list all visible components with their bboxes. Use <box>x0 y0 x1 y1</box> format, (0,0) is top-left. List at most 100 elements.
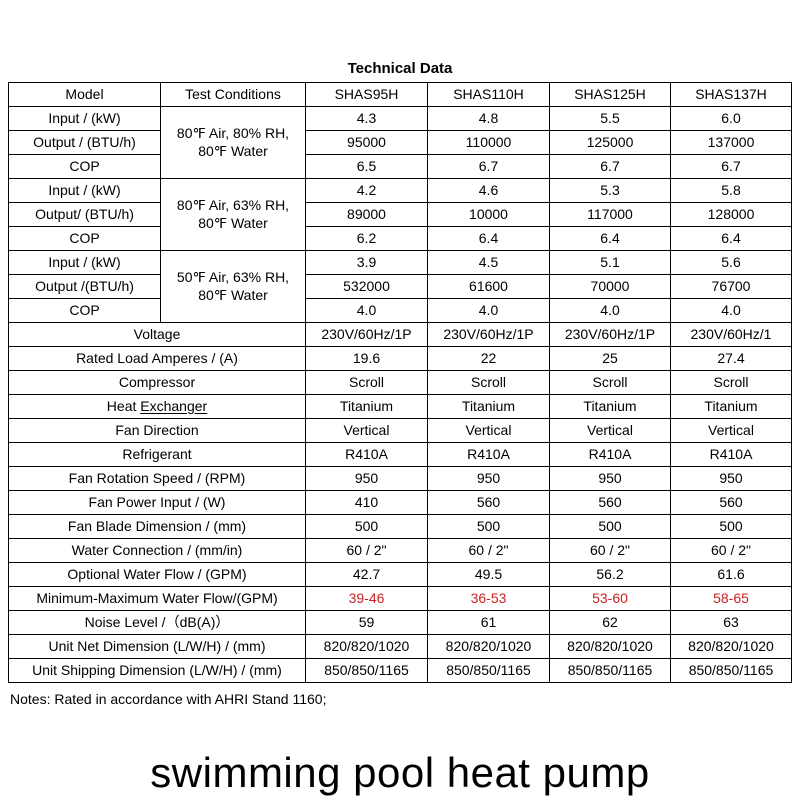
value-cell: Scroll <box>427 370 550 395</box>
row-label: Voltage <box>8 322 306 347</box>
value-cell: 950 <box>427 466 550 491</box>
table-row: COP 6.2 6.4 6.4 6.4 <box>8 226 792 251</box>
value-cell: 230V/60Hz/1P <box>427 322 550 347</box>
value-cell: 4.8 <box>427 106 550 131</box>
value-cell: 89000 <box>305 202 428 227</box>
value-cell: 60 / 2" <box>670 538 792 563</box>
value-cell: Titanium <box>670 394 792 419</box>
value-cell: 950 <box>305 466 428 491</box>
product-caption: swimming pool heat pump <box>150 749 650 796</box>
value-cell: 820/820/1020 <box>670 634 792 659</box>
row-label: Output / (BTU/h) <box>8 130 161 155</box>
value-cell: 4.0 <box>427 298 550 323</box>
row-label: Rated Load Amperes / (A) <box>8 346 306 371</box>
table-row: Unit Net Dimension (L/W/H) / (mm) 820/820… <box>8 634 792 659</box>
value-cell: 3.9 <box>305 250 428 275</box>
value-cell: 61600 <box>427 274 550 299</box>
notes: Notes: Rated in accordance with AHRI Sta… <box>10 691 327 707</box>
row-label: Fan Power Input / (W) <box>8 490 306 515</box>
value-cell: 850/850/1165 <box>305 658 428 683</box>
value-cell: 137000 <box>670 130 792 155</box>
row-label: Optional Water Flow / (GPM) <box>8 562 306 587</box>
test-condition-cell: 80℉ Air, 63% RH, 80℉ Water <box>160 178 306 251</box>
value-cell: 6.2 <box>305 226 428 251</box>
value-cell: 4.3 <box>305 106 428 131</box>
value-cell: 560 <box>427 490 550 515</box>
value-cell: 850/850/1165 <box>670 658 792 683</box>
spec-table: Model Test Conditions SHAS95H SHAS110H SHAS1… <box>8 82 792 683</box>
value-cell: 39-46 <box>305 586 428 611</box>
table-row: Fan Blade Dimension / (mm) 500 500 500 500 <box>8 514 792 539</box>
value-cell: 950 <box>549 466 671 491</box>
value-cell: 36-53 <box>427 586 550 611</box>
table-row: Minimum-Maximum Water Flow/(GPM) 39-46 36-… <box>8 586 792 611</box>
value-cell: 27.4 <box>670 346 792 371</box>
value-cell: 61.6 <box>670 562 792 587</box>
value-cell: 6.4 <box>549 226 671 251</box>
table-row: Output /(BTU/h) 532000 61600 70000 76700 <box>8 274 792 299</box>
value-cell: Titanium <box>427 394 550 419</box>
value-cell: 59 <box>305 610 428 635</box>
value-cell: 22 <box>427 346 550 371</box>
header-cell: SHAS137H <box>670 82 792 107</box>
value-cell: 850/850/1165 <box>549 658 671 683</box>
table-row: Optional Water Flow / (GPM) 42.7 49.5 56.2 6… <box>8 562 792 587</box>
value-cell: 6.7 <box>549 154 671 179</box>
value-cell: 532000 <box>305 274 428 299</box>
value-cell: 5.1 <box>549 250 671 275</box>
page-title: Technical Data <box>347 60 453 77</box>
row-label: Fan Rotation Speed / (RPM) <box>8 466 306 491</box>
value-cell: 110000 <box>427 130 550 155</box>
value-cell: 95000 <box>305 130 428 155</box>
value-cell: Scroll <box>670 370 792 395</box>
table-row: Input / (kW) 80℉ Air, 63% RH, 80℉ Water 4.2… <box>8 178 792 251</box>
header-row: Model Test Conditions SHAS95H SHAS110H SHAS1… <box>8 82 792 107</box>
table-row: Compressor Scroll Scroll Scroll Scroll <box>8 370 792 395</box>
table-row: Unit Shipping Dimension (L/W/H) / (mm) 85… <box>8 658 792 683</box>
value-cell: 230V/60Hz/1P <box>305 322 428 347</box>
test-condition-cell: 50℉ Air, 63% RH, 80℉ Water <box>160 250 306 323</box>
header-cell: SHAS110H <box>427 82 550 107</box>
value-cell: 5.6 <box>670 250 792 275</box>
row-label: Unit Net Dimension (L/W/H) / (mm) <box>8 634 306 659</box>
value-cell: Scroll <box>549 370 671 395</box>
table-row: Output/ (BTU/h) 89000 10000 117000 128000 <box>8 202 792 227</box>
value-cell: 4.0 <box>670 298 792 323</box>
value-cell: 4.5 <box>427 250 550 275</box>
row-label: COP <box>8 226 161 251</box>
value-cell: Vertical <box>427 418 550 443</box>
value-cell: 10000 <box>427 202 550 227</box>
value-cell: R410A <box>305 442 428 467</box>
header-cell: SHAS125H <box>549 82 671 107</box>
value-cell: 56.2 <box>549 562 671 587</box>
value-cell: 42.7 <box>305 562 428 587</box>
value-cell: 70000 <box>549 274 671 299</box>
value-cell: 5.8 <box>670 178 792 203</box>
table-row: Refrigerant R410A R410A R410A R410A <box>8 442 792 467</box>
row-label: Input / (kW) <box>8 178 161 203</box>
row-label: Minimum-Maximum Water Flow/(GPM) <box>8 586 306 611</box>
value-cell: 560 <box>670 490 792 515</box>
value-cell: 117000 <box>549 202 671 227</box>
value-cell: 820/820/1020 <box>305 634 428 659</box>
value-cell: Vertical <box>549 418 671 443</box>
row-label: Input / (kW) <box>8 106 161 131</box>
value-cell: 6.0 <box>670 106 792 131</box>
table-row: Heat Exchanger Titanium Titanium Titanium Ti… <box>8 394 792 419</box>
value-cell: Scroll <box>305 370 428 395</box>
value-cell: 125000 <box>549 130 671 155</box>
value-cell: 820/820/1020 <box>549 634 671 659</box>
header-cell: SHAS95H <box>305 82 428 107</box>
row-label: Compressor <box>8 370 306 395</box>
value-cell: 950 <box>670 466 792 491</box>
table-row: Rated Load Amperes / (A) 19.6 22 25 27.4 <box>8 346 792 371</box>
row-label: Fan Blade Dimension / (mm) <box>8 514 306 539</box>
value-cell: 6.5 <box>305 154 428 179</box>
table-row: COP 6.5 6.7 6.7 6.7 <box>8 154 792 179</box>
row-label: Refrigerant <box>8 442 306 467</box>
value-cell: 850/850/1165 <box>427 658 550 683</box>
table-row: COP 4.0 4.0 4.0 4.0 <box>8 298 792 323</box>
value-cell: 63 <box>670 610 792 635</box>
value-cell: 6.4 <box>427 226 550 251</box>
table-row: Fan Power Input / (W) 410 560 560 560 <box>8 490 792 515</box>
